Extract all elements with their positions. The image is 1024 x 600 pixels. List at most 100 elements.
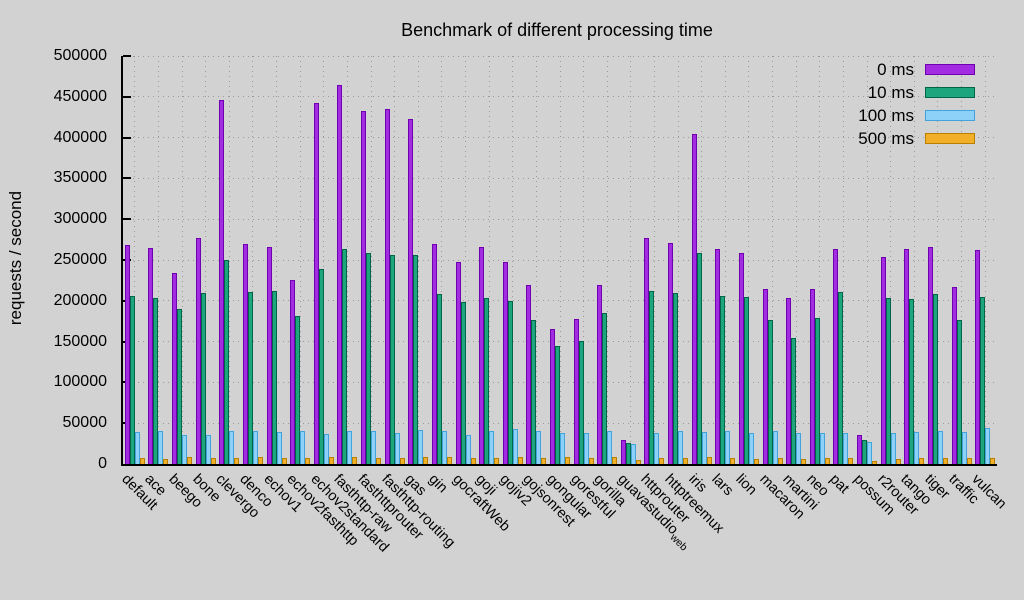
legend-label: 500 ms (858, 128, 914, 148)
bar-traffic-500ms (966, 458, 972, 464)
bar-gorestful-0ms (573, 319, 579, 464)
bar-lars-0ms (715, 249, 721, 464)
bar-iris-500ms (706, 457, 712, 464)
gridline-vertical (228, 56, 230, 464)
bar-goji-100ms (489, 431, 495, 464)
bar-gojsonrest-0ms (526, 285, 532, 464)
bar-macaron-0ms (762, 289, 768, 464)
x-label-lion: lion (732, 471, 760, 499)
bar-bone-100ms (205, 435, 211, 464)
bar-fasthttp-routing-100ms (394, 433, 400, 464)
bar-tango-500ms (919, 458, 925, 464)
bar-group-fasthttprouter (361, 111, 382, 464)
bar-possum-500ms (872, 461, 878, 464)
bar-r2router-100ms (890, 433, 896, 464)
legend-swatch (925, 133, 975, 144)
bar-group-httptreemux (668, 243, 689, 464)
gridline-vertical (252, 56, 254, 464)
bar-group-bone (195, 238, 216, 464)
bar-gocraftWeb-100ms (465, 435, 471, 464)
x-label-pat: pat (826, 471, 853, 497)
bar-default-500ms (139, 458, 145, 464)
bar-pat-10ms (838, 292, 844, 464)
bar-default-0ms (124, 245, 130, 464)
y-tick-mark (123, 55, 131, 57)
y-tick-label: 450000 (53, 87, 107, 105)
bar-clevergo-100ms (229, 431, 235, 464)
bar-group-echov2fasthttp (290, 280, 311, 464)
bar-echov2fasthttp-500ms (305, 458, 311, 464)
bar-group-httprouter (644, 238, 665, 464)
bar-group-denco (242, 244, 263, 464)
bar-lion-100ms (748, 433, 754, 464)
bar-httprouter-10ms (649, 291, 655, 464)
gridline-vertical (465, 56, 466, 464)
bar-gin-100ms (441, 431, 447, 464)
legend-swatch (925, 64, 975, 75)
bar-httptreemux-10ms (673, 293, 679, 464)
bar-tiger-100ms (937, 431, 943, 464)
bar-possum-0ms (857, 435, 863, 464)
gridline-vertical (961, 56, 963, 464)
legend-label: 0 ms (877, 59, 914, 79)
bar-clevergo-10ms (224, 260, 230, 464)
bar-denco-100ms (252, 431, 258, 464)
bar-group-gorilla (597, 285, 618, 464)
plot-area: 0 ms 10 ms 100 ms 500 ms (121, 55, 997, 466)
bar-httprouter-100ms (654, 433, 660, 464)
bar-beego-100ms (182, 435, 188, 464)
bar-gojiv2-500ms (517, 457, 523, 464)
bar-gin-0ms (431, 244, 437, 464)
legend-swatch (925, 110, 975, 121)
bar-fasthttprouter-0ms (361, 111, 367, 464)
bar-pat-500ms (848, 458, 854, 464)
y-tick-label: 400000 (53, 128, 107, 146)
bar-pat-0ms (833, 249, 839, 464)
bar-goji-10ms (484, 298, 490, 464)
bar-echov1-500ms (281, 458, 287, 464)
bar-httptreemux-100ms (678, 431, 684, 464)
bar-gorilla-10ms (602, 313, 608, 464)
bar-gongular-10ms (555, 346, 560, 464)
bar-gin-500ms (446, 457, 452, 464)
bar-r2router-0ms (880, 257, 886, 464)
gridline-vertical (677, 56, 679, 464)
bar-gorilla-100ms (607, 431, 613, 464)
bar-possum-10ms (862, 440, 868, 464)
bar-ace-100ms (158, 431, 164, 464)
bar-httptreemux-0ms (668, 243, 674, 464)
gridline-vertical (724, 56, 726, 464)
bar-tango-0ms (904, 249, 910, 464)
bar-lion-10ms (743, 297, 749, 464)
bar-group-echov2standard (313, 103, 334, 464)
y-tick-mark (123, 177, 131, 180)
bar-group-iris (691, 134, 712, 464)
bar-ace-0ms (148, 248, 154, 464)
bar-vulcan-0ms (975, 250, 981, 464)
bar-group-gojiv2 (502, 262, 523, 464)
bar-echov1-100ms (276, 432, 282, 464)
bar-vulcan-10ms (980, 297, 986, 464)
bar-group-gorestful (573, 319, 594, 464)
bar-httprouter-500ms (659, 458, 665, 464)
bar-guavastudio_web-0ms (620, 440, 626, 464)
gridline-vertical (866, 56, 868, 464)
bar-httprouter-0ms (644, 238, 650, 464)
y-tick-mark (123, 218, 131, 221)
bar-gongular-500ms (565, 457, 570, 464)
bar-echov2standard-10ms (318, 269, 324, 464)
bar-gojiv2-100ms (512, 429, 518, 464)
gridline-vertical (630, 56, 632, 464)
gridline-vertical (535, 56, 537, 464)
bar-group-vulcan (975, 250, 996, 464)
bar-macaron-100ms (772, 431, 778, 464)
bar-denco-10ms (247, 292, 253, 464)
bar-lars-10ms (720, 296, 726, 464)
bar-macaron-500ms (777, 458, 783, 464)
gridline-vertical (842, 56, 844, 464)
bar-bone-0ms (195, 238, 201, 464)
gridline-vertical (701, 56, 703, 464)
gridline-vertical (157, 56, 159, 464)
bar-goji-0ms (479, 247, 485, 464)
bar-beego-10ms (177, 309, 183, 464)
